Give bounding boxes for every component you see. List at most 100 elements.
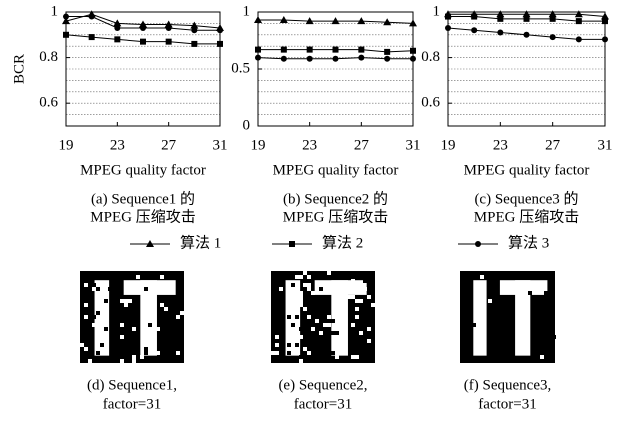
noise-pixel	[88, 359, 92, 363]
noise-pixel	[359, 299, 363, 303]
marker	[550, 34, 556, 40]
noise-pixel	[104, 299, 108, 303]
noise-pixel	[335, 331, 339, 335]
marker	[333, 47, 339, 53]
marker	[576, 36, 582, 42]
marker	[471, 27, 477, 33]
noise-pixel	[315, 319, 319, 323]
noise-pixel	[307, 351, 311, 355]
noise-pixel	[299, 295, 303, 299]
noise-pixel	[299, 355, 303, 359]
marker	[497, 16, 503, 22]
noise-pixel	[148, 339, 152, 343]
noise-pixel	[271, 319, 275, 323]
noise-pixel	[347, 287, 351, 291]
marker	[602, 18, 608, 24]
noise-pixel	[299, 335, 303, 339]
noise-pixel	[132, 327, 136, 331]
x-tick-label: 19	[59, 137, 74, 153]
noise-pixel	[299, 303, 303, 307]
noise-pixel	[84, 315, 88, 319]
noise-pixel	[128, 335, 132, 339]
noise-pixel	[492, 271, 496, 275]
y-tick-label: 1	[51, 3, 59, 19]
marker	[114, 36, 120, 42]
noise-pixel	[176, 315, 180, 319]
noise-pixel	[92, 315, 96, 319]
noise-pixel	[339, 291, 343, 295]
marker	[89, 14, 95, 20]
x-tick-label: 27	[354, 137, 370, 153]
noise-pixel	[355, 343, 359, 347]
caption: (b) Sequence2 的	[283, 190, 388, 207]
watermark-image	[80, 271, 184, 363]
x-tick-label: 31	[598, 137, 613, 153]
y-tick-label: 0	[243, 117, 251, 133]
image-caption: (d) Sequence1,	[87, 377, 177, 393]
noise-pixel	[307, 303, 311, 307]
noise-pixel	[327, 303, 331, 307]
letter-i	[473, 280, 486, 355]
noise-pixel	[311, 327, 315, 331]
noise-pixel	[295, 343, 299, 347]
figure: 0.60.8119232731BCRMPEG quality factor(a)…	[0, 0, 632, 417]
noise-pixel	[120, 323, 124, 327]
x-tick-label: 19	[251, 137, 266, 153]
noise-pixel	[88, 343, 92, 347]
marker	[410, 56, 416, 62]
noise-pixel	[287, 343, 291, 347]
marker	[576, 18, 582, 24]
noise-pixel	[323, 287, 327, 291]
noise-pixel	[92, 359, 96, 363]
noise-pixel	[355, 339, 359, 343]
legend-marker	[475, 241, 481, 247]
noise-pixel	[287, 315, 291, 319]
noise-pixel	[120, 335, 124, 339]
caption: (a) Sequence1 的	[91, 190, 195, 207]
noise-pixel	[136, 275, 140, 279]
marker	[497, 30, 503, 36]
noise-pixel	[132, 359, 136, 363]
noise-pixel	[327, 271, 331, 275]
noise-pixel	[359, 283, 363, 287]
noise-pixel	[144, 271, 148, 275]
noise-pixel	[299, 327, 303, 331]
noise-pixel	[319, 331, 323, 335]
noise-pixel	[124, 315, 128, 319]
y-tick-label: 0.8	[421, 49, 440, 65]
noise-pixel	[124, 303, 128, 307]
watermark-image	[460, 271, 556, 363]
y-axis-label: BCR	[11, 54, 27, 84]
marker	[166, 39, 172, 45]
noise-pixel	[339, 315, 343, 319]
noise-pixel	[108, 287, 112, 291]
noise-pixel	[168, 327, 172, 331]
noise-pixel	[355, 315, 359, 319]
noise-pixel	[299, 299, 303, 303]
legend-label: 算法 1	[180, 233, 221, 251]
noise-pixel	[323, 355, 327, 359]
noise-pixel	[351, 271, 355, 275]
noise-pixel	[160, 275, 164, 279]
noise-pixel	[80, 283, 84, 287]
noise-pixel	[327, 315, 331, 319]
noise-pixel	[148, 283, 152, 287]
noise-pixel	[80, 343, 84, 347]
caption: MPEG 压缩攻击	[474, 208, 579, 225]
noise-pixel	[307, 283, 311, 287]
marker	[602, 36, 608, 42]
caption: MPEG 压缩攻击	[90, 208, 195, 225]
marker	[384, 49, 390, 55]
caption: MPEG 压缩攻击	[283, 208, 388, 225]
image-caption: factor=31	[294, 396, 352, 412]
y-tick-label: 0.5	[231, 60, 250, 76]
noise-pixel	[84, 347, 88, 351]
noise-pixel	[540, 355, 544, 359]
marker	[140, 39, 146, 45]
noise-pixel	[544, 291, 548, 295]
noise-pixel	[96, 287, 100, 291]
noise-pixel	[331, 319, 335, 323]
noise-pixel	[359, 351, 363, 355]
noise-pixel	[351, 311, 355, 315]
noise-pixel	[176, 351, 180, 355]
